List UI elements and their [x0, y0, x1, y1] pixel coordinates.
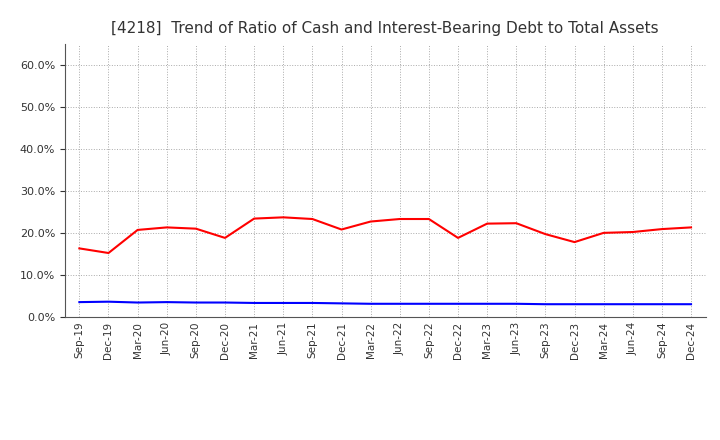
Interest-Bearing Debt	[629, 301, 637, 307]
Interest-Bearing Debt	[657, 301, 666, 307]
Interest-Bearing Debt	[192, 300, 200, 305]
Cash	[163, 225, 171, 230]
Cash	[512, 220, 521, 226]
Interest-Bearing Debt	[425, 301, 433, 306]
Interest-Bearing Debt	[104, 299, 113, 304]
Cash	[279, 215, 287, 220]
Cash	[425, 216, 433, 222]
Interest-Bearing Debt	[163, 300, 171, 305]
Cash	[75, 246, 84, 251]
Cash	[133, 227, 142, 233]
Cash	[687, 225, 696, 230]
Cash	[395, 216, 404, 222]
Interest-Bearing Debt	[599, 301, 608, 307]
Interest-Bearing Debt	[454, 301, 462, 306]
Title: [4218]  Trend of Ratio of Cash and Interest-Bearing Debt to Total Assets: [4218] Trend of Ratio of Cash and Intere…	[112, 21, 659, 36]
Interest-Bearing Debt	[75, 300, 84, 305]
Interest-Bearing Debt	[366, 301, 375, 306]
Cash	[250, 216, 258, 221]
Cash	[541, 231, 550, 237]
Cash	[192, 226, 200, 231]
Cash	[220, 235, 229, 241]
Interest-Bearing Debt	[541, 301, 550, 307]
Interest-Bearing Debt	[483, 301, 492, 306]
Cash	[570, 239, 579, 245]
Interest-Bearing Debt	[570, 301, 579, 307]
Cash	[454, 235, 462, 241]
Line: Cash: Cash	[79, 217, 691, 253]
Cash	[599, 230, 608, 235]
Interest-Bearing Debt	[133, 300, 142, 305]
Interest-Bearing Debt	[512, 301, 521, 306]
Interest-Bearing Debt	[308, 301, 317, 306]
Interest-Bearing Debt	[250, 301, 258, 306]
Cash	[337, 227, 346, 232]
Interest-Bearing Debt	[220, 300, 229, 305]
Cash	[366, 219, 375, 224]
Cash	[308, 216, 317, 222]
Cash	[629, 229, 637, 235]
Cash	[657, 227, 666, 232]
Interest-Bearing Debt	[279, 301, 287, 306]
Line: Interest-Bearing Debt: Interest-Bearing Debt	[79, 302, 691, 304]
Interest-Bearing Debt	[337, 301, 346, 306]
Interest-Bearing Debt	[687, 301, 696, 307]
Interest-Bearing Debt	[395, 301, 404, 306]
Cash	[104, 250, 113, 256]
Cash	[483, 221, 492, 226]
